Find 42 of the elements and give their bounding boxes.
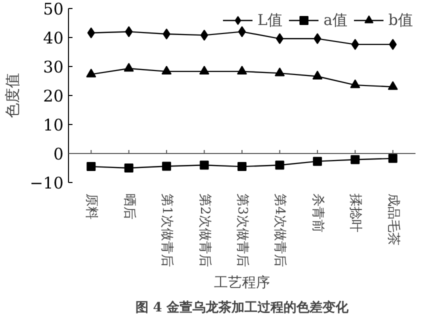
legend-label: b值 [388, 10, 413, 30]
point [350, 155, 360, 164]
point [274, 67, 285, 76]
y-tick-label: 20 [43, 86, 64, 106]
x-tick-label: 成品毛茶 [385, 194, 400, 246]
text: 图 4 金萱乌龙茶加工过程的色差变化 [135, 300, 350, 316]
y-tick-label: −10 [30, 174, 64, 192]
x-tick-label: 揉捻叶 [348, 194, 363, 232]
y-tick-label: 50 [43, 0, 64, 18]
x-tick-label: 原料 [84, 194, 99, 220]
point [276, 33, 284, 44]
x-tick-label: 第2次做青后 [196, 194, 212, 267]
point [86, 68, 96, 78]
legend-label: a值 [323, 10, 348, 30]
point [162, 162, 172, 171]
y-tick-label: 30 [43, 58, 64, 76]
x-tick-label: 杀青前 [310, 194, 325, 232]
point [162, 66, 172, 75]
legend-label: L值 [257, 10, 282, 30]
point [86, 162, 96, 172]
point [237, 66, 247, 75]
point [388, 81, 398, 90]
y-axis-title: 色度值 [4, 73, 22, 118]
point [312, 156, 322, 166]
point [124, 164, 134, 172]
point [200, 30, 208, 41]
x-tick-label: 第3次做青后 [234, 194, 250, 267]
x-tick-label: 第1次做青后 [159, 194, 174, 267]
x-tick-label: 第4次做青后 [272, 194, 288, 267]
point [312, 70, 322, 80]
x-axis-title: 工艺程序 [214, 274, 270, 291]
point [238, 162, 246, 172]
point [275, 160, 284, 170]
point [124, 62, 134, 72]
point [199, 66, 210, 75]
y-tick-label: 0 [53, 144, 64, 164]
y-tick-label: 40 [43, 28, 64, 48]
point [350, 79, 360, 88]
x-tick-label: 晒后 [121, 194, 136, 220]
y-tick-label: 10 [43, 116, 64, 134]
point [200, 160, 209, 170]
point [388, 154, 398, 163]
